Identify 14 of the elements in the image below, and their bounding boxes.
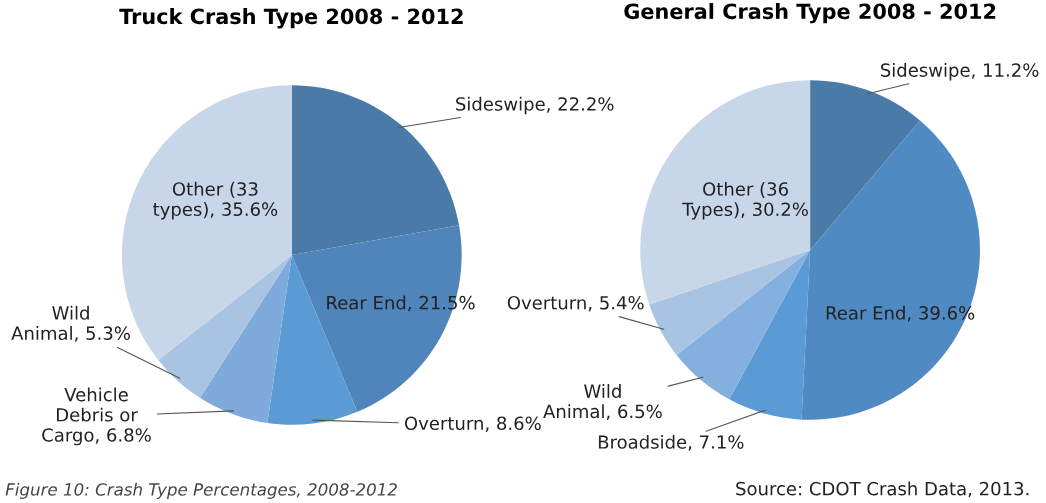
- chart-title: Truck Crash Type 2008 - 2012: [119, 8, 463, 29]
- slice-label: Wild Animal, 5.3%: [11, 305, 130, 342]
- slice-label: Other (36 Types), 30.2%: [682, 181, 808, 220]
- chart-title: General Crash Type 2008 - 2012: [624, 3, 996, 24]
- slice-label: Overturn, 8.6%: [404, 416, 541, 432]
- slice-label: Sideswipe, 22.2%: [456, 96, 614, 115]
- source-note: Source: CDOT Crash Data, 2013.: [736, 481, 1029, 498]
- slice-label: Other (33 types), 35.6%: [153, 181, 278, 220]
- slice-label: Wild Animal, 6.5%: [543, 384, 662, 421]
- slice-label: Overturn, 5.4%: [507, 295, 644, 312]
- caption: Figure 10: Crash Type Percentages, 2008-2012: [5, 482, 397, 499]
- slice-label: Sideswipe, 11.2%: [880, 62, 1039, 81]
- slice-label: Vehicle Debris or Cargo, 6.8%: [42, 387, 151, 446]
- slice-label: Broadside, 7.1%: [598, 434, 744, 451]
